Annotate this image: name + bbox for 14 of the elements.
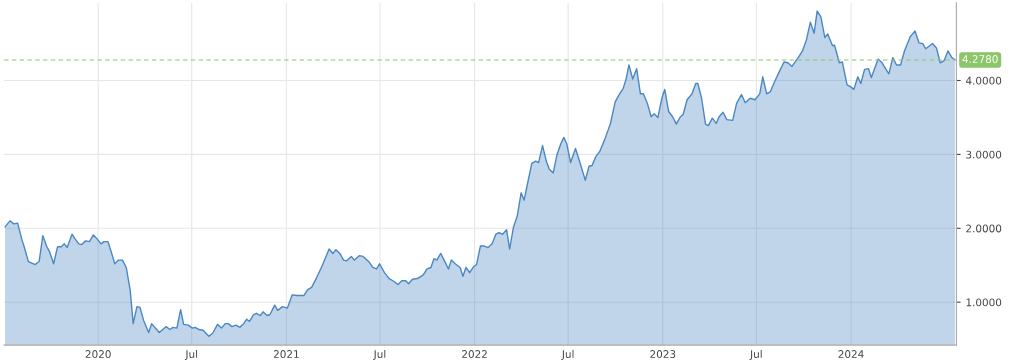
y-tick-label: 3.0000 [966,150,1002,159]
y-tick-label: 4.0000 [965,76,1002,85]
x-tick-label: Jul [749,349,762,360]
x-tick-label: Jul [184,349,198,360]
y-tick-label: 2.0000 [966,224,1002,233]
x-tick-label: 2022 [462,350,487,358]
x-tick-label: Jul [373,349,386,360]
x-tick-label: 2020 [85,350,111,358]
x-tick-label: Jul [561,349,574,360]
x-tick-label: 2021 [273,350,299,358]
x-tick-label: 2023 [650,350,676,358]
y-tick-label: 1.0000 [966,298,1002,307]
x-tick-label: 2024 [838,350,864,358]
ref-line-label: 4.2780 [962,55,998,63]
